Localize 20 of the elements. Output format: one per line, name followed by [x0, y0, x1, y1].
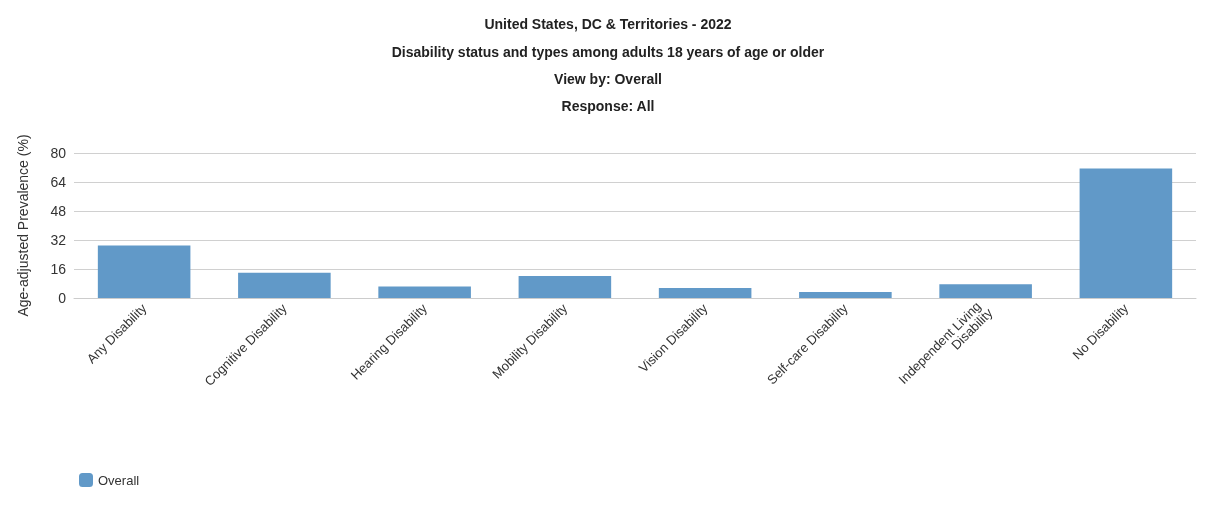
y-axis-title: Age-adjusted Prevalence (%) [15, 134, 31, 317]
bar [1079, 168, 1173, 298]
text: View by: Overall [554, 71, 662, 87]
bar [238, 272, 331, 298]
chart-subtitle: Disability status and types among adults 18 years of age or older [391, 44, 825, 60]
bar [658, 288, 752, 298]
chart-title: United States, DC & Territories - 2022 [484, 16, 732, 32]
bar [378, 286, 471, 298]
y-tick-label: 48 [50, 203, 67, 219]
y-tick-label: 32 [50, 232, 67, 248]
bar [939, 284, 1032, 298]
text: Response: All [561, 98, 655, 114]
bar [97, 245, 191, 298]
y-tick-label: 64 [50, 174, 67, 190]
legend-label: Overall [98, 472, 140, 488]
y-tick-label: 16 [50, 261, 67, 277]
bar [518, 275, 612, 298]
bar [799, 292, 892, 298]
y-tick-label: 0 [58, 290, 67, 306]
y-tick-label: 80 [50, 145, 67, 161]
